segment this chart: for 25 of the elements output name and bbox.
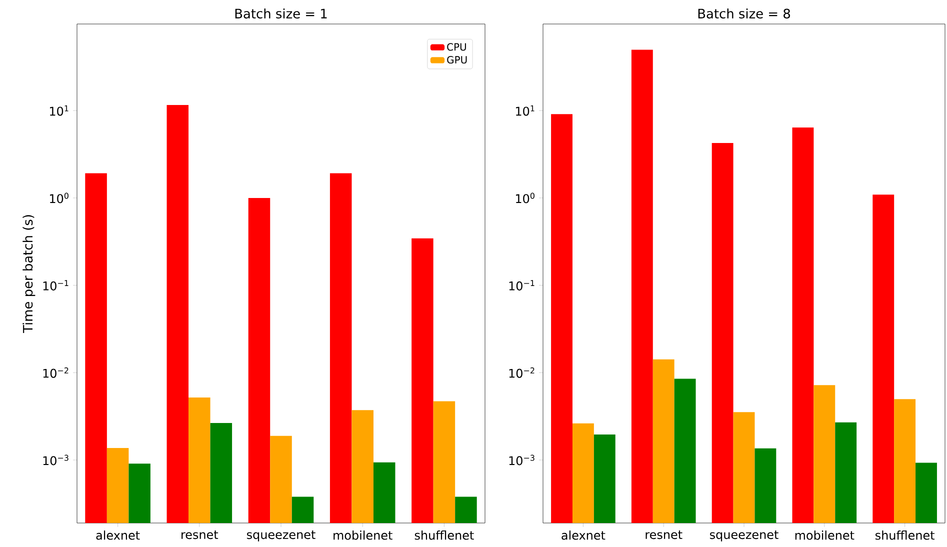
y-tick-label: 10$^{−1}$ xyxy=(509,280,534,290)
y-tick-label: 10$^{−2}$ xyxy=(43,367,68,378)
x-tick-label: mobilenet xyxy=(334,530,392,540)
x-tick-label: resnet xyxy=(182,530,218,540)
y-tick-label: 10$^{0}$ xyxy=(50,192,68,204)
x-tick-label: shufflenet xyxy=(414,530,474,540)
y-tick-label: 10$^{1}$ xyxy=(516,105,534,116)
legend-label: GPU xyxy=(447,56,467,64)
y-tick-label: 10$^{−2}$ xyxy=(509,367,534,378)
chart-title: Batch size = 1 xyxy=(235,8,327,19)
y-tick-label: 10$^{0}$ xyxy=(516,192,534,204)
chart-title: Batch size = 8 xyxy=(698,8,790,19)
x-tick-label: squeezenet xyxy=(710,530,778,542)
y-tick-label: 10$^{−1}$ xyxy=(43,280,68,290)
x-tick-label: squeezenet xyxy=(246,530,316,542)
x-tick-label: alexnet xyxy=(562,530,606,540)
x-tick-label: alexnet xyxy=(96,530,140,540)
x-tick-label: shufflenet xyxy=(875,530,934,540)
x-tick-label: mobilenet xyxy=(795,530,854,540)
x-tick-label: resnet xyxy=(646,530,682,540)
y-axis-title: Time per batch (s) xyxy=(22,215,36,334)
y-tick-label: 10$^{1}$ xyxy=(50,105,68,116)
y-tick-label: 10$^{−3}$ xyxy=(43,454,68,466)
y-tick-label: 10$^{−3}$ xyxy=(509,454,534,466)
legend-label: CPU xyxy=(447,43,466,51)
